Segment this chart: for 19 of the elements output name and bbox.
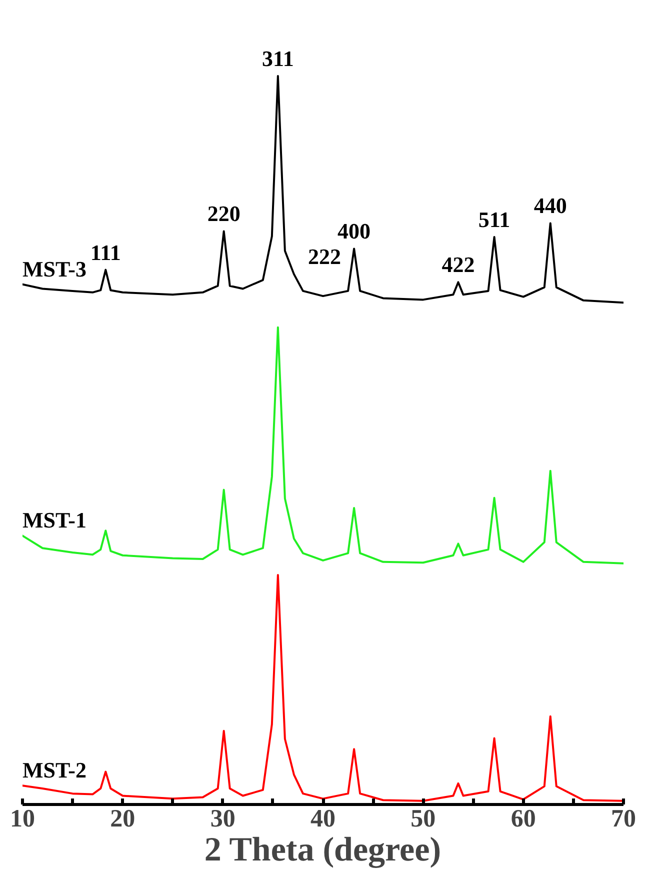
annotation: 220 (207, 201, 240, 226)
x-tick-label: 60 (510, 806, 536, 832)
series-label: MST-1 (22, 508, 86, 533)
x-axis-title: 2 Theta (degree) (204, 832, 442, 868)
x-tick-label: 50 (410, 806, 436, 832)
annotation: 311 (262, 46, 294, 72)
x-tick-label: 30 (210, 806, 236, 832)
x-tick-label: 70 (611, 806, 636, 832)
series-label: MST-3 (22, 256, 86, 282)
x-tick-label: 40 (310, 806, 336, 832)
annotation: 222 (308, 244, 341, 270)
annotation: 440 (534, 193, 567, 218)
series-label: MST-2 (22, 758, 86, 783)
annotation: 400 (338, 218, 371, 244)
x-tick-label: 20 (110, 806, 136, 832)
x-tick-label: 10 (10, 806, 35, 832)
annotation: 111 (90, 240, 121, 265)
annotation: 422 (442, 252, 475, 278)
annotation: 511 (478, 207, 510, 232)
